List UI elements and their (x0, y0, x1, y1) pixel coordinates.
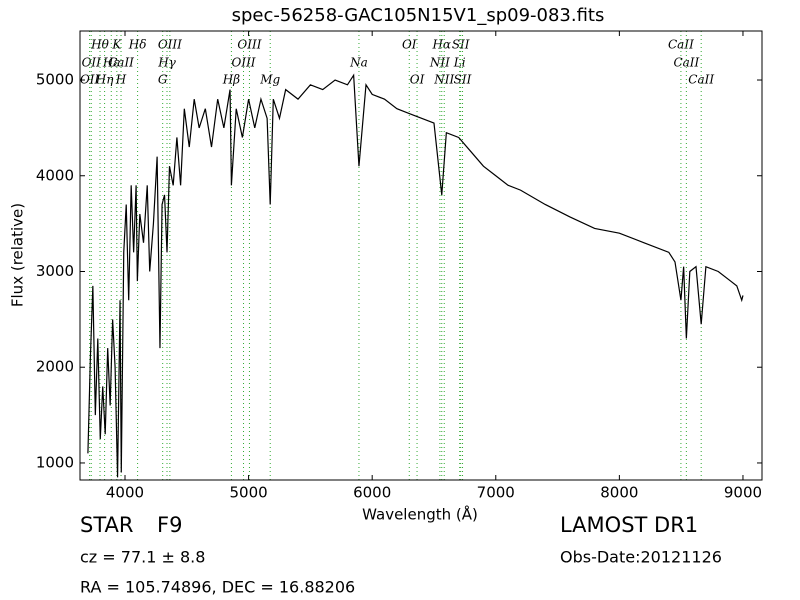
spectral-line-label: Hδ (128, 38, 147, 52)
subclass-label: F9 (157, 513, 182, 537)
spectral-line-label: Li (453, 56, 466, 70)
y-tick-label: 3000 (36, 262, 74, 280)
y-axis-label: Flux (relative) (9, 203, 27, 307)
spectral-line-label: NII (429, 56, 450, 70)
x-tick-label: 9000 (724, 484, 762, 502)
spectral-line-label: G (158, 73, 168, 87)
spectral-line-label: NII (433, 73, 454, 87)
x-tick-label: 8000 (600, 484, 638, 502)
spectral-line-label: SII (452, 38, 470, 52)
y-tick-label: 2000 (36, 358, 74, 376)
spectral-line-label: OIII (231, 56, 255, 70)
spectral-line-label: Hγ (157, 56, 176, 70)
x-tick-label: 4000 (106, 484, 144, 502)
spectral-line-label: Hε (102, 56, 120, 70)
x-tick-label: 5000 (229, 484, 267, 502)
cz-label: cz = 77.1 ± 8.8 (80, 548, 205, 567)
spectral-line-label: K (111, 38, 122, 52)
survey-label: LAMOST DR1 (560, 513, 698, 537)
spectral-line-label: OII (80, 73, 100, 87)
spectral-line-label: OIII (237, 38, 261, 52)
spectral-line-label: OI (402, 38, 417, 52)
spectral-line-label: CaII (668, 38, 694, 52)
spectral-line-label: Hβ (222, 73, 240, 87)
x-tick-label: 6000 (353, 484, 391, 502)
y-tick-label: 5000 (36, 71, 74, 89)
coords-label: RA = 105.74896, DEC = 16.88206 (80, 578, 355, 597)
spectral-line-label: Hα (431, 38, 451, 52)
spectral-line-label: SII (454, 73, 472, 87)
chart-title: spec-56258-GAC105N15V1_sp09-083.fits (232, 5, 605, 26)
spectral-line-label: Mg (259, 73, 280, 87)
spectral-line-label: CaII (108, 56, 134, 70)
spectral-line-label: CaII (688, 73, 714, 87)
spectral-line-label: Na (349, 56, 368, 70)
spectrum-line (87, 73, 744, 478)
class-label: STAR (80, 513, 133, 537)
spectral-line-label: OIII (158, 38, 182, 52)
y-tick-label: 1000 (36, 453, 74, 471)
spectral-line-label: Hθ (90, 38, 109, 52)
obs-date-label: Obs-Date:20121126 (560, 548, 722, 567)
spectral-line-label: OI (410, 73, 425, 87)
y-tick-label: 4000 (36, 166, 74, 184)
spectral-line-label: H (115, 73, 127, 87)
x-axis-label: Wavelength (Å) (362, 505, 478, 524)
x-tick-label: 7000 (477, 484, 515, 502)
spectral-line-label: CaII (673, 56, 699, 70)
spectral-line-label: Hη (95, 73, 114, 87)
plot-frame (79, 30, 763, 481)
spectral-line-label: OII (82, 56, 102, 70)
